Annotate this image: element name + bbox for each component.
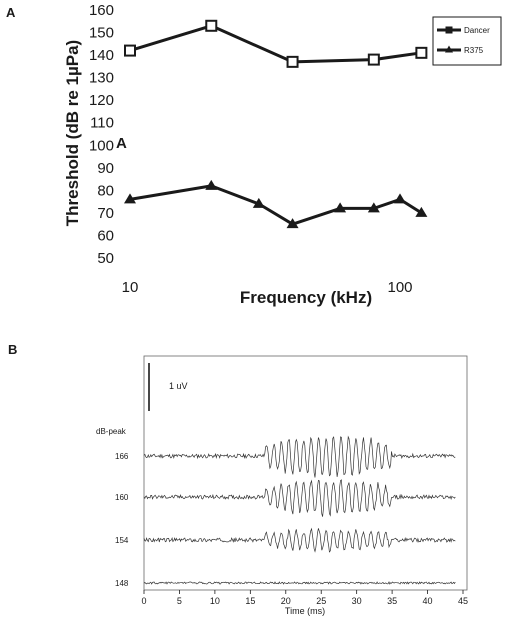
panel-b-frame <box>143 355 468 591</box>
panel-letter-a: A <box>6 5 16 20</box>
y-tick-label: 90 <box>97 160 114 177</box>
panel-a-x-ticks: 10 100 <box>122 279 413 296</box>
x-tick-label: 35 <box>387 596 397 606</box>
panel-a-series <box>124 19 428 229</box>
data-point-dancer <box>124 44 136 57</box>
data-point-r375 <box>124 193 136 204</box>
trace-label: 166 <box>115 452 129 461</box>
data-point-dancer <box>415 46 428 59</box>
y-tick-label: 150 <box>89 25 114 42</box>
trace-label: 148 <box>115 579 129 588</box>
legend-label-r375: R375 <box>464 46 484 55</box>
data-point-r375 <box>286 218 299 229</box>
panel-a-legend: Dancer R375 <box>432 16 502 66</box>
y-tick-label: 60 <box>97 227 114 244</box>
panel-a-y-ticks: 50 60 70 80 90 100 110 120 130 140 150 160 <box>89 2 114 267</box>
x-tick-label: 10 <box>122 279 139 296</box>
data-point-dancer <box>367 53 380 66</box>
panel-a-chart: Threshold (dB re 1µPa) Frequency (kHz) 5… <box>63 2 502 307</box>
trace-160 <box>143 479 456 517</box>
legend-label-dancer: Dancer <box>464 26 490 35</box>
data-point-r375 <box>334 202 347 213</box>
legend-box <box>432 16 502 66</box>
y-tick-label: 50 <box>97 250 114 267</box>
trace-166 <box>143 435 456 478</box>
y-tick-label: 110 <box>90 115 114 132</box>
data-point-r375 <box>415 206 428 217</box>
trace-154 <box>143 527 456 553</box>
x-tick-label: 40 <box>423 596 433 606</box>
panel-b-chart: 1 uV dB-peak 166 160 154 148 0 5 10 15 20 25 30 35… <box>96 355 468 616</box>
panel-b-x-ticks: 0 5 10 15 20 25 30 35 40 45 <box>141 590 468 606</box>
data-point-r375 <box>367 202 380 213</box>
panel-b-traces: 166 160 154 148 <box>115 435 456 588</box>
stray-label: A <box>116 135 127 152</box>
legend-marker-r375 <box>445 45 453 53</box>
y-tick-label: 100 <box>89 137 114 154</box>
series-line-r375 <box>129 184 423 226</box>
x-tick-label: 0 <box>141 596 146 606</box>
panel-a-y-axis-label: Threshold (dB re 1µPa) <box>63 40 82 226</box>
x-tick-label: 10 <box>210 596 220 606</box>
legend-marker-dancer <box>445 26 453 34</box>
y-tick-label: 70 <box>97 205 114 222</box>
panel-letter-b: B <box>8 342 17 357</box>
data-point-r375 <box>252 197 265 208</box>
trace-label: 160 <box>115 493 129 502</box>
data-point-r375 <box>394 193 406 204</box>
scale-bar-label: 1 uV <box>169 381 188 391</box>
db-peak-label: dB-peak <box>96 427 127 436</box>
data-point-dancer <box>286 55 299 68</box>
x-tick-label: 20 <box>281 596 291 606</box>
x-tick-label: 100 <box>387 279 412 296</box>
y-tick-label: 160 <box>89 2 114 19</box>
data-point-dancer <box>205 19 218 32</box>
x-tick-label: 45 <box>458 596 468 606</box>
trace-148 <box>143 581 456 585</box>
x-tick-label: 15 <box>245 596 255 606</box>
trace-label: 154 <box>115 536 129 545</box>
y-tick-label: 130 <box>89 70 114 87</box>
x-tick-label: 30 <box>352 596 362 606</box>
x-tick-label: 25 <box>316 596 326 606</box>
data-point-r375 <box>205 179 218 190</box>
panel-a-x-axis-label: Frequency (kHz) <box>240 288 372 307</box>
y-tick-label: 120 <box>89 92 114 109</box>
x-tick-label: 5 <box>177 596 182 606</box>
panel-b-x-axis-label: Time (ms) <box>285 606 325 616</box>
y-tick-label: 140 <box>89 47 114 64</box>
y-tick-label: 80 <box>97 182 114 199</box>
